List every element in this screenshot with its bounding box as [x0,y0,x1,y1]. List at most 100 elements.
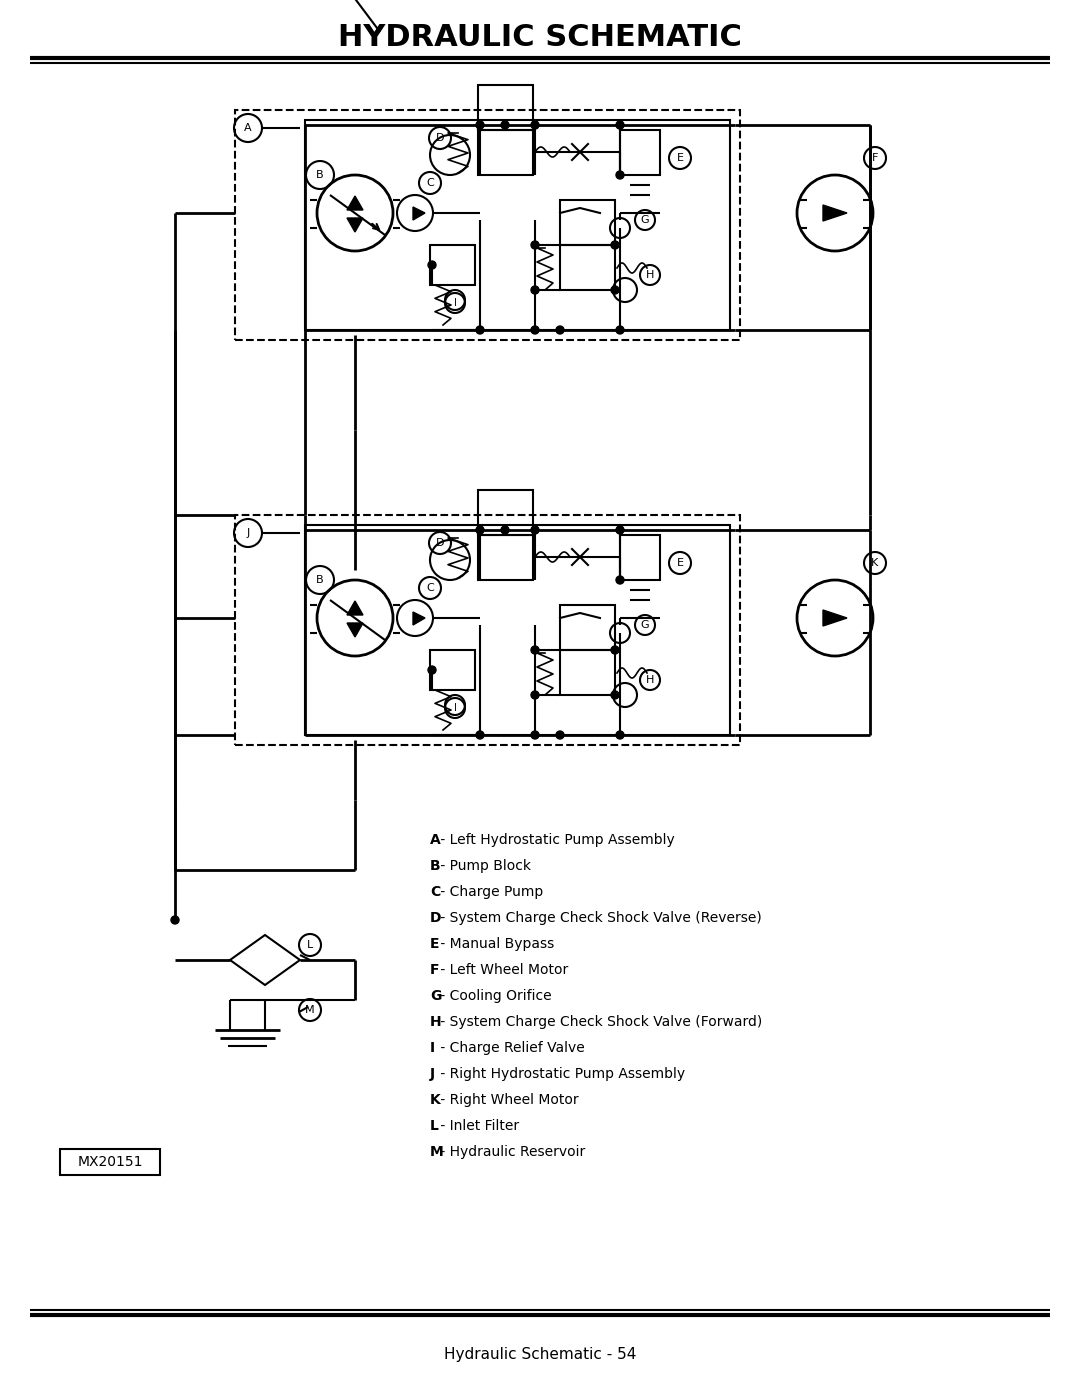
Text: Hydraulic Schematic - 54: Hydraulic Schematic - 54 [444,1348,636,1362]
Circle shape [611,242,619,249]
Text: - Charge Relief Valve: - Charge Relief Valve [436,1041,585,1055]
Text: M: M [306,1004,314,1016]
Bar [561,605,615,650]
Circle shape [611,645,619,654]
Text: E: E [676,557,684,569]
Circle shape [171,916,179,923]
Bar [60,1148,160,1175]
Bar [305,525,730,735]
Circle shape [611,692,619,698]
Circle shape [531,527,539,534]
Text: K: K [872,557,879,569]
Circle shape [616,576,624,584]
Text: M: M [430,1146,444,1160]
Polygon shape [347,623,363,637]
Text: J: J [246,528,249,538]
Bar [305,120,730,330]
Circle shape [616,326,624,334]
Bar [620,535,660,580]
Text: K: K [430,1092,441,1106]
Bar [478,85,534,130]
Bar [561,244,615,291]
Polygon shape [347,218,363,232]
Circle shape [531,122,539,129]
Text: L: L [430,1119,438,1133]
Bar [478,130,534,175]
Bar [478,535,534,580]
Circle shape [531,731,539,739]
Circle shape [616,170,624,179]
Text: - Left Hydrostatic Pump Assembly: - Left Hydrostatic Pump Assembly [436,833,675,847]
Text: - Left Wheel Motor: - Left Wheel Motor [436,963,569,977]
Text: HYDRAULIC SCHEMATIC: HYDRAULIC SCHEMATIC [338,24,742,53]
Polygon shape [823,205,847,221]
Circle shape [531,645,539,654]
Circle shape [501,122,509,129]
Circle shape [616,527,624,534]
Circle shape [556,731,564,739]
Text: C: C [430,886,441,900]
Text: G: G [640,620,649,630]
Text: F: F [430,963,440,977]
Text: A: A [244,123,252,133]
Text: G: G [430,989,442,1003]
Text: - Right Wheel Motor: - Right Wheel Motor [436,1092,579,1106]
Text: C: C [427,177,434,189]
Text: MX20151: MX20151 [78,1155,143,1169]
Text: A: A [430,833,441,847]
Text: D: D [430,911,442,925]
Bar [235,110,740,339]
Bar [620,130,660,175]
Text: - Manual Bypass: - Manual Bypass [436,937,555,951]
Polygon shape [347,601,363,615]
Text: - Right Hydrostatic Pump Assembly: - Right Hydrostatic Pump Assembly [436,1067,686,1081]
Text: I: I [454,298,457,307]
Circle shape [616,731,624,739]
Text: - Charge Pump: - Charge Pump [436,886,543,900]
Circle shape [476,527,484,534]
Polygon shape [413,612,426,624]
Circle shape [428,666,436,673]
Bar [561,650,615,694]
Text: C: C [427,583,434,592]
Text: H: H [646,675,654,685]
Circle shape [531,326,539,334]
Text: L: L [307,940,313,950]
Text: - Hydraulic Reservoir: - Hydraulic Reservoir [436,1146,585,1160]
Text: H: H [430,1016,442,1030]
Text: E: E [430,937,440,951]
Text: B: B [316,576,324,585]
Bar [430,650,475,690]
Circle shape [611,286,619,293]
Text: B: B [316,170,324,180]
Text: D: D [435,538,444,548]
Text: I: I [454,703,457,712]
Text: I: I [430,1041,435,1055]
Circle shape [531,242,539,249]
Bar [561,200,615,244]
Circle shape [556,326,564,334]
Circle shape [476,326,484,334]
Circle shape [616,122,624,129]
Text: H: H [646,270,654,279]
Text: - Inlet Filter: - Inlet Filter [436,1119,519,1133]
Circle shape [531,286,539,293]
Circle shape [531,692,539,698]
Bar [235,515,740,745]
Text: D: D [435,133,444,142]
Circle shape [501,527,509,534]
Text: J: J [430,1067,435,1081]
Polygon shape [347,196,363,210]
Text: - Cooling Orifice: - Cooling Orifice [436,989,552,1003]
Text: - System Charge Check Shock Valve (Reverse): - System Charge Check Shock Valve (Rever… [436,911,762,925]
Text: B: B [430,859,441,873]
Polygon shape [413,207,426,219]
Text: E: E [676,154,684,163]
Text: - Pump Block: - Pump Block [436,859,531,873]
Circle shape [428,261,436,270]
Bar [430,244,475,285]
Bar [478,490,534,535]
Circle shape [476,731,484,739]
Polygon shape [230,935,300,985]
Text: G: G [640,215,649,225]
